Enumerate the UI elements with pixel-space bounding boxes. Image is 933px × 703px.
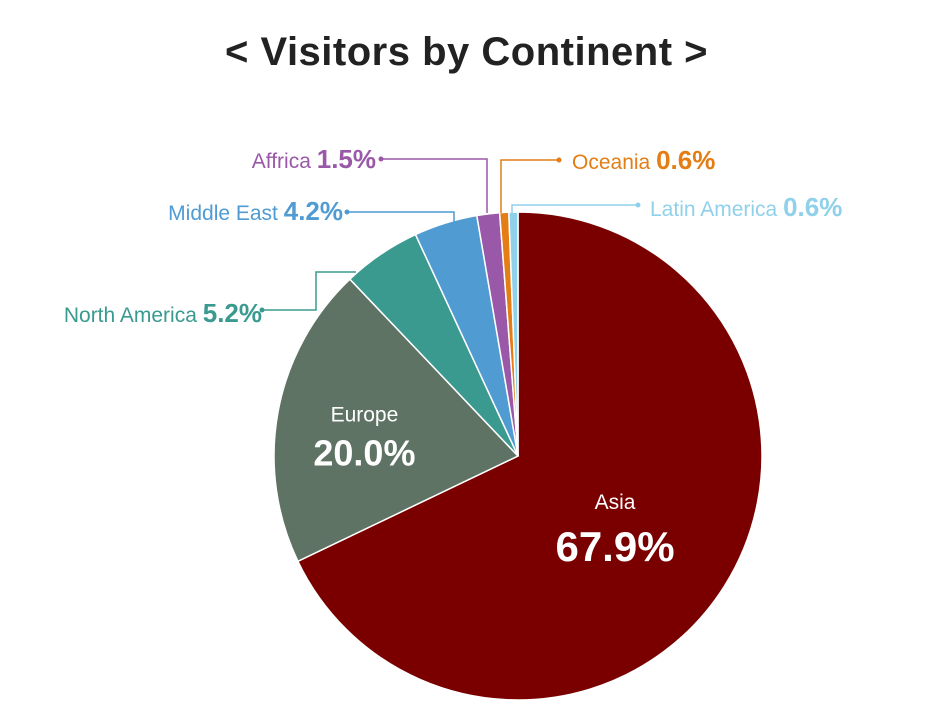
- label-name-north-america: North America: [64, 304, 203, 327]
- leader-line-oceania: [500, 159, 559, 213]
- label-name-latin-america: Latin America: [650, 198, 783, 221]
- label-name-europe: Europe: [331, 404, 399, 427]
- slice-latin-america: [508, 211, 519, 457]
- label-middle-east: Middle East 4.2%: [168, 196, 343, 226]
- label-value-latin-america: 0.6%: [783, 192, 842, 222]
- label-value-asia: 67.9%: [555, 523, 674, 570]
- label-name-oceania: Oceania: [572, 151, 656, 174]
- leader-dot-oceania: [556, 157, 562, 163]
- label-value-oceania: 0.6%: [656, 145, 715, 175]
- chart-title: < Visitors by Continent >: [225, 30, 708, 74]
- leader-dot-middle-east: [344, 209, 350, 215]
- label-latin-america: Latin America 0.6%: [650, 192, 842, 222]
- leader-dot-affrica: [378, 156, 384, 162]
- label-name-asia: Asia: [595, 491, 636, 514]
- label-value-affrica: 1.5%: [317, 144, 376, 174]
- leader-line-latin-america: [511, 204, 638, 213]
- label-north-america: North America 5.2%: [64, 298, 262, 328]
- leader-line-affrica: [381, 158, 488, 213]
- slice-europe: [273, 278, 520, 563]
- label-value-north-america: 5.2%: [203, 298, 262, 328]
- label-name-affrica: Affrica: [252, 150, 317, 173]
- slice-asia: [296, 211, 763, 701]
- label-affrica: Affrica 1.5%: [252, 144, 376, 174]
- leader-line-north-america: [262, 271, 356, 311]
- leader-line-middle-east: [347, 211, 455, 222]
- slice-labels: Asia 67.9% Europe 20.0% North America 5.2% Mi…: [64, 144, 843, 570]
- label-oceania: Oceania 0.6%: [572, 145, 715, 175]
- leader-dot-latin-america: [635, 202, 641, 208]
- leader-lines: [259, 156, 641, 313]
- pie-slices: [273, 211, 763, 701]
- label-value-europe: 20.0%: [313, 433, 415, 474]
- label-value-middle-east: 4.2%: [284, 196, 343, 226]
- label-name-middle-east: Middle East: [168, 202, 284, 225]
- leader-dot-north-america: [259, 307, 265, 313]
